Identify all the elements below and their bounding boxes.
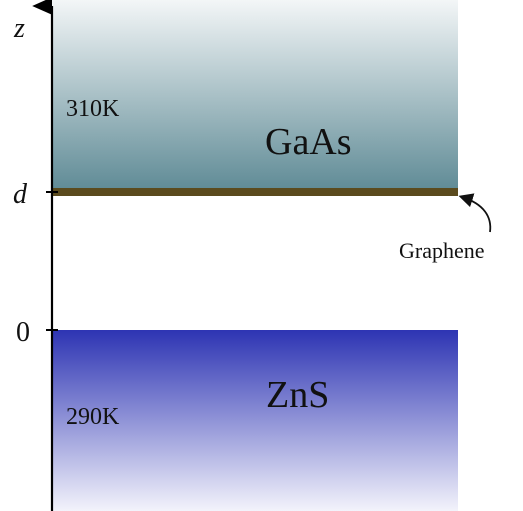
- gaas-material-label: GaAs: [265, 121, 352, 163]
- gaas-region: [52, 0, 458, 192]
- graphene-callout-arrow: [458, 193, 492, 233]
- zns-temperature-label: 290K: [66, 404, 120, 430]
- tick-label-zero: 0: [16, 317, 30, 348]
- z-axis-label: z: [13, 13, 25, 44]
- zns-region: [52, 330, 458, 511]
- tick-label-d: d: [13, 179, 28, 210]
- graphene-layer: [52, 188, 458, 196]
- zns-material-label: ZnS: [266, 374, 329, 416]
- graphene-label: Graphene: [399, 238, 485, 263]
- gaas-temperature-label: 310K: [66, 96, 120, 122]
